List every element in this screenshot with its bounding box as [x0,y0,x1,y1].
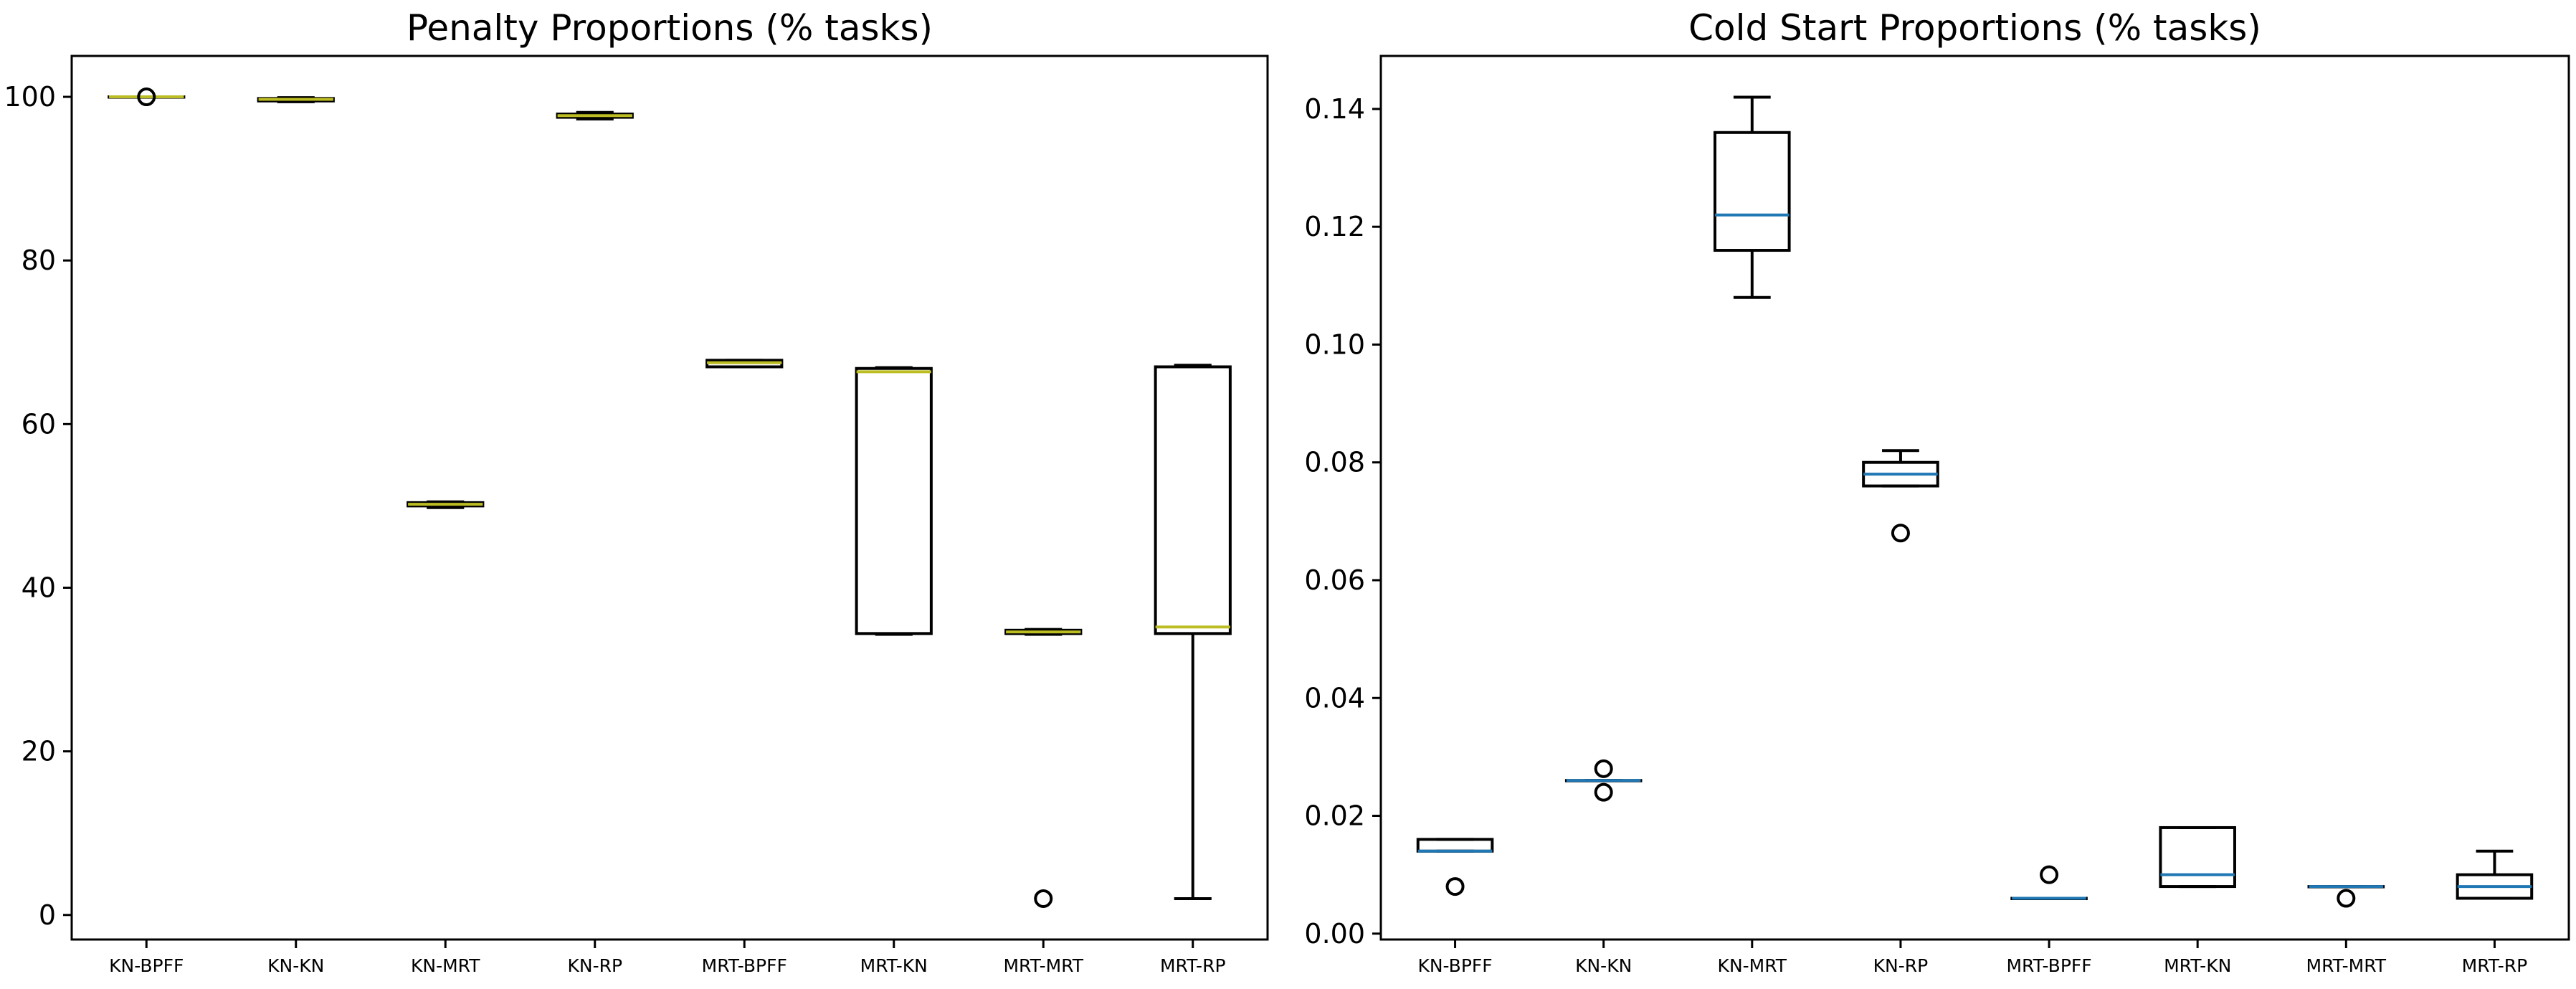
box-body [1154,365,1232,635]
x-tick-label: KN-BPFF [1417,955,1492,976]
chart-title: Cold Start Proportions (% tasks) [1688,7,2261,49]
y-tick-label: 0.06 [1304,564,1365,596]
axes-frame [70,55,1269,941]
box-kn-rp [1862,449,1939,543]
x-tick-label: MRT-KN [2164,955,2231,976]
box-mrt-bpff [705,359,784,369]
x-tick-label: MRT-MRT [2306,955,2387,976]
box-kn-mrt [407,500,485,509]
y-tick-label: 0.04 [1304,682,1365,714]
x-tick-label: KN-KN [1575,955,1632,976]
box-mrt-bpff [2010,865,2088,901]
box-body [2159,825,2236,889]
box-mrt-rp [1154,364,1232,900]
box-body [1714,131,1791,252]
y-tick-label: 20 [22,736,56,767]
outlier-point [1594,759,1613,778]
outlier-point [137,87,156,107]
box-kn-kn [257,96,335,103]
box-kn-mrt [1714,95,1791,299]
box-kn-kn [1564,759,1643,802]
outlier-point [2337,889,2356,908]
box-mrt-kn [855,366,933,636]
outlier-point [1891,524,1910,543]
y-tick-label: 40 [22,572,56,603]
y-tick-label: 0.10 [1304,328,1365,360]
outlier-point [1034,889,1053,908]
x-tick-label: KN-MRT [411,955,480,976]
x-tick-label: KN-BPFF [109,955,184,976]
box-body [1416,838,1494,853]
x-tick-label: MRT-RP [2462,955,2528,976]
chart-panel-2: Cold Start Proportions (% tasks) 0.00 0.02… [1304,7,2570,976]
x-tick-label: MRT-BPFF [2006,955,2091,976]
box-kn-rp [556,110,634,120]
x-tick-label: KN-RP [1873,955,1929,976]
x-tick-label: MRT-MRT [1003,955,1083,976]
y-tick-label: 0.00 [1304,918,1365,950]
axes-frame [1379,55,2570,941]
box-mrt-mrt [2307,885,2385,908]
y-tick-label: 0.12 [1304,211,1365,242]
x-tick-label: MRT-BPFF [702,955,787,976]
box-kn-bpff [1416,838,1494,896]
x-tick-label: MRT-KN [860,955,928,976]
y-tick-label: 80 [22,245,56,276]
x-tick-label: MRT-RP [1160,955,1226,976]
outlier-point [1594,782,1613,802]
chart-title: Penalty Proportions (% tasks) [407,7,933,49]
y-tick-label: 100 [4,81,56,113]
box-kn-bpff [108,87,186,107]
y-tick-label: 0.14 [1304,93,1365,125]
x-tick-label: KN-RP [567,955,622,976]
y-tick-label: 0.08 [1304,447,1365,478]
box-body [855,366,933,635]
box-mrt-kn [2159,825,2236,889]
outlier-point [1445,877,1465,896]
box-mrt-mrt [1004,628,1083,908]
y-tick-label: 60 [22,408,56,440]
y-tick-label: 0.02 [1304,800,1365,832]
x-tick-label: KN-MRT [1718,955,1787,976]
y-tick-label: 0 [39,899,56,931]
outlier-point [2040,865,2059,884]
chart-panel-1: Penalty Proportions (% tasks) 0 20 40 60 80 10… [4,7,1269,976]
x-tick-label: KN-KN [267,955,324,976]
box-mrt-rp [2456,849,2534,900]
